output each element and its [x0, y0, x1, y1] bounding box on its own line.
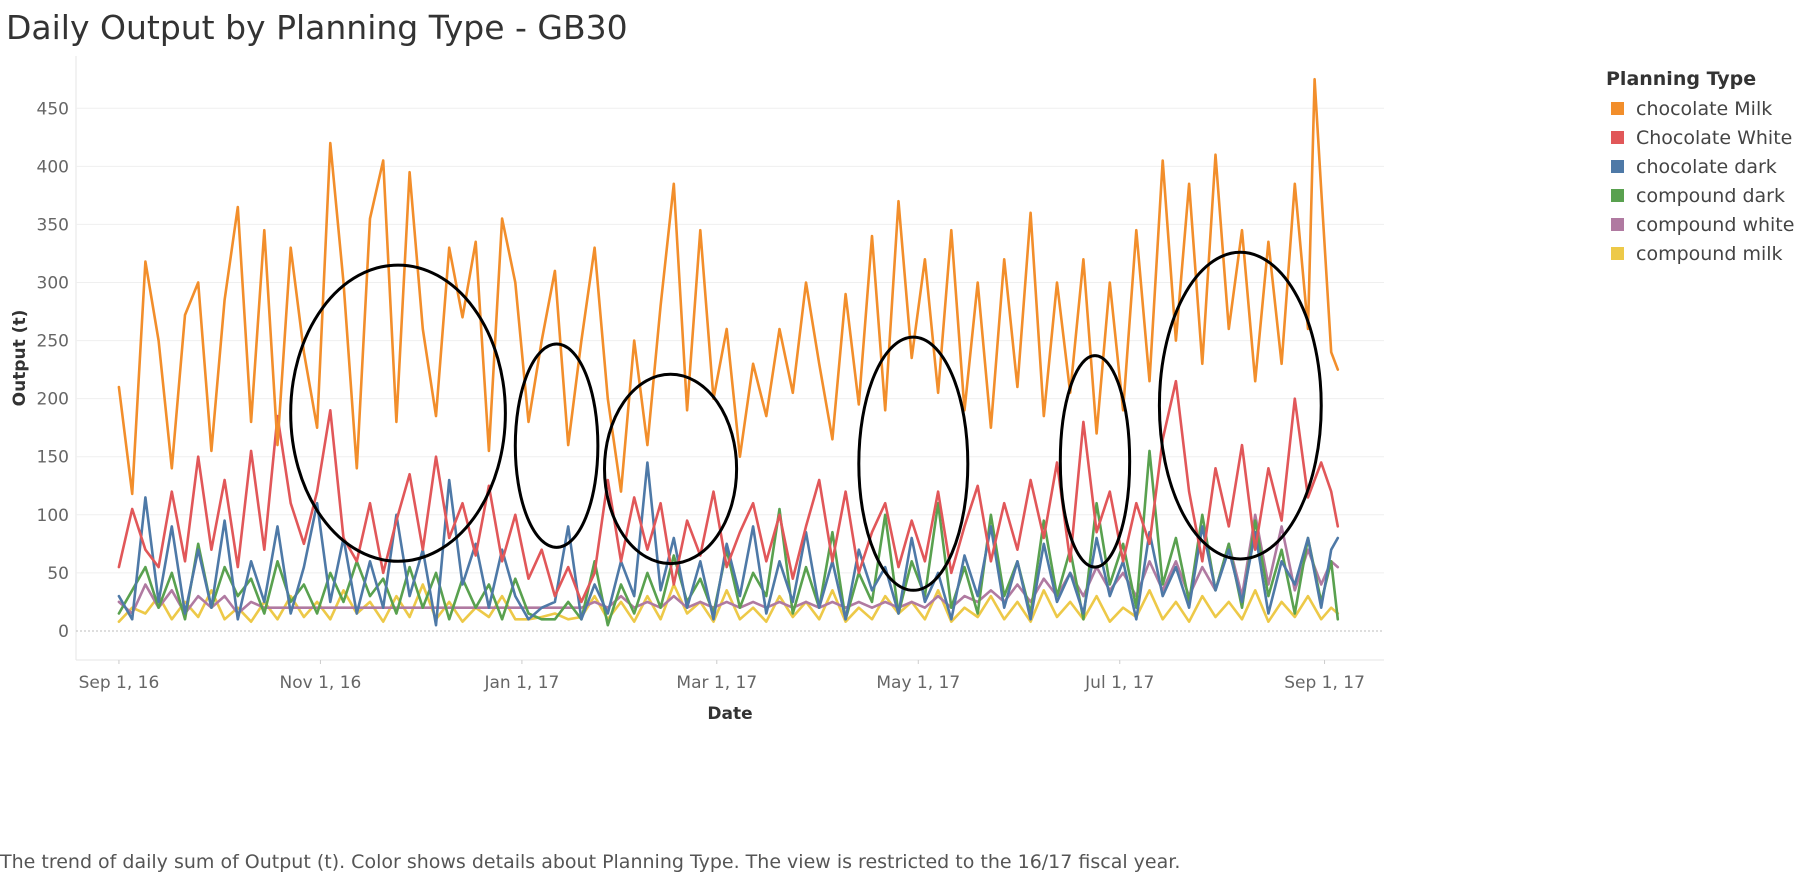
annotation-ellipse: [289, 263, 507, 563]
series-line-compound-dark: [117, 449, 1340, 627]
annotation-ellipse: [513, 342, 600, 549]
legend-title: Planning Type: [1606, 68, 1757, 90]
legend-label: compound milk: [1636, 242, 1783, 265]
annotation-ellipse: [1058, 354, 1132, 569]
y-tick-label: 350: [37, 215, 69, 235]
chart-plot: 0 50 100 150 200 250 300 350 400 450 Sep 1, 16 Nov …: [10, 56, 1384, 724]
legend-label: chocolate Milk: [1636, 97, 1773, 120]
y-tick-label: 400: [37, 157, 69, 177]
y-tick-label: 0: [58, 622, 69, 642]
y-tick-label: 250: [37, 332, 69, 352]
annotation-ellipse: [1157, 250, 1323, 561]
legend-label: Chocolate White: [1636, 126, 1793, 149]
x-tick-label: May 1, 17: [876, 673, 960, 693]
annotation-ellipse: [857, 335, 970, 592]
series-line-chocolate-white: [117, 379, 1340, 604]
legend-label: chocolate dark: [1636, 155, 1777, 178]
legend-swatch: [1611, 247, 1624, 260]
legend-item[interactable]: compound milk: [1606, 239, 1794, 268]
legend-swatch: [1611, 189, 1624, 202]
series-line-chocolate-milk: [117, 77, 1340, 496]
x-axis-title: Date: [707, 704, 752, 724]
legend: Planning Type chocolate Milk Chocolate Wh…: [1606, 68, 1794, 268]
chart-title: Daily Output by Planning Type - GB30: [6, 8, 628, 47]
y-tick-label: 150: [37, 448, 69, 468]
y-tick-label: 200: [37, 390, 69, 410]
legend-item[interactable]: compound white: [1606, 210, 1794, 239]
axes: 0 50 100 150 200 250 300 350 400 450 Sep 1, 16 Nov …: [10, 99, 1365, 724]
y-tick-label: 50: [47, 564, 69, 584]
annotation-ellipse: [602, 372, 739, 566]
y-tick-label: 100: [37, 506, 69, 526]
legend-label: compound dark: [1636, 184, 1785, 207]
legend-item[interactable]: Chocolate White: [1606, 123, 1794, 152]
series-lines: [117, 77, 1340, 627]
legend-label: compound white: [1636, 213, 1795, 236]
legend-item[interactable]: chocolate dark: [1606, 152, 1794, 181]
x-tick-label: Jan 1, 17: [483, 673, 559, 693]
legend-swatch: [1611, 218, 1624, 231]
y-axis-title: Output (t): [10, 310, 30, 407]
y-tick-label: 450: [37, 99, 69, 119]
legend-item[interactable]: compound dark: [1606, 181, 1794, 210]
y-tick-label: 300: [37, 274, 69, 294]
x-tick-label: Nov 1, 16: [280, 673, 362, 693]
legend-item[interactable]: chocolate Milk: [1606, 94, 1794, 123]
annotation-ellipses: [289, 250, 1323, 592]
chart-caption: The trend of daily sum of Output (t). Co…: [0, 851, 1181, 873]
x-tick-label: Sep 1, 17: [1284, 673, 1365, 693]
series-line-chocolate-dark: [117, 461, 1340, 627]
x-tick-label: Mar 1, 17: [676, 673, 757, 693]
legend-swatch: [1611, 160, 1624, 173]
legend-swatch: [1611, 131, 1624, 144]
legend-swatch: [1611, 102, 1624, 115]
x-tick-label: Jul 1, 17: [1084, 673, 1154, 693]
x-tick-label: Sep 1, 16: [79, 673, 160, 693]
